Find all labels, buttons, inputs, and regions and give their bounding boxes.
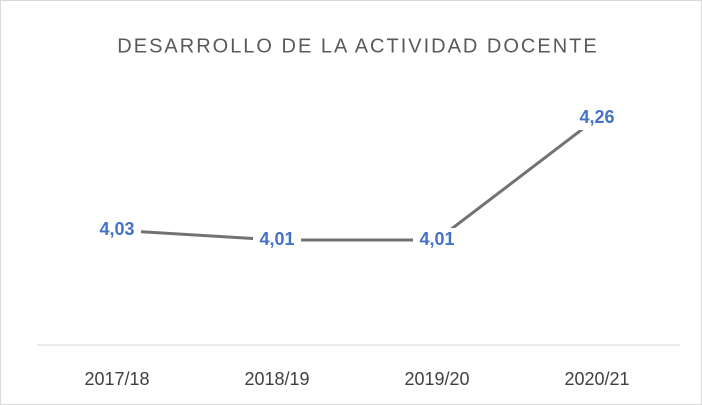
x-tick-label: 2020/21 xyxy=(564,369,629,389)
x-tick-label: 2019/20 xyxy=(404,369,469,389)
data-label: 4,26 xyxy=(579,107,614,127)
data-label: 4,03 xyxy=(99,219,134,239)
data-label-background xyxy=(573,106,621,130)
data-line xyxy=(116,116,598,242)
data-label-background xyxy=(413,228,461,252)
data-label-background xyxy=(93,218,141,243)
data-label: 4,01 xyxy=(419,229,454,249)
chart-title: DESARROLLO DE LA ACTIVIDAD DOCENTE xyxy=(117,35,598,57)
data-label-background xyxy=(253,228,301,252)
x-tick-label: 2018/19 xyxy=(244,369,309,389)
x-tick-label: 2017/18 xyxy=(84,369,149,389)
data-label: 4,01 xyxy=(259,229,294,249)
